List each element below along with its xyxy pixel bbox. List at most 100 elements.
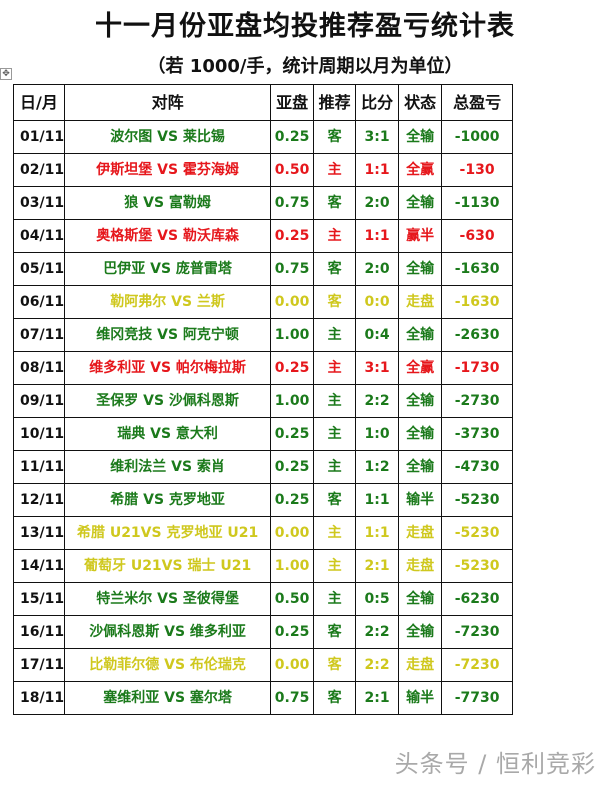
table-row: 13/11 希腊 U21VS 克罗地亚 U21 0.00 主 1:1 走盘 -5230 xyxy=(12,516,514,550)
pick-cell: 主 xyxy=(313,516,357,550)
score-cell: 1:1 xyxy=(355,483,400,517)
score-cell: 1:2 xyxy=(355,450,400,484)
date-cell: 02/11 xyxy=(12,153,66,187)
date-cell: 08/11 xyxy=(12,351,66,385)
header-date: 日/月 xyxy=(12,84,66,121)
line-cell: 0.25 xyxy=(270,351,315,385)
status-cell: 全输 xyxy=(398,450,443,484)
status-cell: 全输 xyxy=(398,120,443,154)
line-cell: 0.75 xyxy=(270,681,315,715)
line-cell: 0.00 xyxy=(270,516,315,550)
date-cell: 13/11 xyxy=(12,516,66,550)
line-cell: 0.25 xyxy=(270,219,315,253)
match-cell: 巴伊亚 VS 庞普雷塔 xyxy=(64,252,272,286)
score-cell: 1:1 xyxy=(355,153,400,187)
line-cell: 0.75 xyxy=(270,186,315,220)
total-cell: -1730 xyxy=(441,351,514,385)
status-cell: 全赢 xyxy=(398,351,443,385)
match-cell: 特兰米尔 VS 圣彼得堡 xyxy=(64,582,272,616)
table-row: 15/11 特兰米尔 VS 圣彼得堡 0.50 主 0:5 全输 -6230 xyxy=(12,582,514,616)
score-cell: 3:1 xyxy=(355,120,400,154)
match-cell: 狼 VS 富勒姆 xyxy=(64,186,272,220)
date-cell: 12/11 xyxy=(12,483,66,517)
score-cell: 2:2 xyxy=(355,615,400,649)
pick-cell: 主 xyxy=(313,582,357,616)
match-cell: 伊斯坦堡 VS 霍芬海姆 xyxy=(64,153,272,187)
score-cell: 0:0 xyxy=(355,285,400,319)
status-cell: 全输 xyxy=(398,384,443,418)
score-cell: 3:1 xyxy=(355,351,400,385)
status-cell: 全输 xyxy=(398,582,443,616)
pick-cell: 客 xyxy=(313,483,357,517)
subtitle: （若 1000/手，统计周期以月为单位） xyxy=(147,56,463,77)
date-cell: 17/11 xyxy=(12,648,66,682)
total-cell: -130 xyxy=(441,153,514,187)
pick-cell: 客 xyxy=(313,186,357,220)
status-cell: 全输 xyxy=(398,318,443,352)
match-cell: 沙佩科恩斯 VS 维多利亚 xyxy=(64,615,272,649)
score-cell: 1:1 xyxy=(355,219,400,253)
pick-cell: 主 xyxy=(313,153,357,187)
stats-table: 日/月 对阵 亚盘 推荐 比分 状态 总盈亏 01/11 波尔图 VS 莱比锡 0.… xyxy=(12,84,514,715)
pick-cell: 客 xyxy=(313,681,357,715)
score-cell: 0:5 xyxy=(355,582,400,616)
table-row: 17/11 比勒菲尔德 VS 布伦瑞克 0.00 客 2:2 走盘 -7230 xyxy=(12,648,514,682)
table-move-handle-icon[interactable]: ✥ xyxy=(0,68,12,80)
pick-cell: 客 xyxy=(313,252,357,286)
date-cell: 10/11 xyxy=(12,417,66,451)
page-title: 十一月份亚盘均投推荐盈亏统计表 xyxy=(95,11,515,42)
status-cell: 走盘 xyxy=(398,549,443,583)
score-cell: 2:2 xyxy=(355,384,400,418)
line-cell: 0.25 xyxy=(270,615,315,649)
score-cell: 1:0 xyxy=(355,417,400,451)
table-row: 06/11 勒阿弗尔 VS 兰斯 0.00 客 0:0 走盘 -1630 xyxy=(12,285,514,319)
pick-cell: 主 xyxy=(313,219,357,253)
score-cell: 2:1 xyxy=(355,549,400,583)
pick-cell: 主 xyxy=(313,417,357,451)
status-cell: 全输 xyxy=(398,186,443,220)
date-cell: 06/11 xyxy=(12,285,66,319)
total-cell: -7730 xyxy=(441,681,514,715)
score-cell: 2:1 xyxy=(355,681,400,715)
table-row: 04/11 奥格斯堡 VS 勒沃库森 0.25 主 1:1 赢半 -630 xyxy=(12,219,514,253)
header-total: 总盈亏 xyxy=(441,84,514,121)
date-cell: 05/11 xyxy=(12,252,66,286)
total-cell: -5230 xyxy=(441,483,514,517)
status-cell: 全输 xyxy=(398,417,443,451)
match-cell: 勒阿弗尔 VS 兰斯 xyxy=(64,285,272,319)
status-cell: 走盘 xyxy=(398,285,443,319)
date-cell: 01/11 xyxy=(12,120,66,154)
match-cell: 波尔图 VS 莱比锡 xyxy=(64,120,272,154)
total-cell: -1130 xyxy=(441,186,514,220)
status-cell: 输半 xyxy=(398,681,443,715)
line-cell: 0.75 xyxy=(270,252,315,286)
table-row: 01/11 波尔图 VS 莱比锡 0.25 客 3:1 全输 -1000 xyxy=(12,120,514,154)
line-cell: 0.00 xyxy=(270,648,315,682)
table-row: 09/11 圣保罗 VS 沙佩科恩斯 1.00 主 2:2 全输 -2730 xyxy=(12,384,514,418)
line-cell: 1.00 xyxy=(270,384,315,418)
total-cell: -2730 xyxy=(441,384,514,418)
pick-cell: 主 xyxy=(313,450,357,484)
status-cell: 赢半 xyxy=(398,219,443,253)
status-cell: 全输 xyxy=(398,615,443,649)
line-cell: 0.25 xyxy=(270,450,315,484)
pick-cell: 主 xyxy=(313,318,357,352)
match-cell: 维冈竞技 VS 阿克宁顿 xyxy=(64,318,272,352)
pick-cell: 客 xyxy=(313,648,357,682)
match-cell: 葡萄牙 U21VS 瑞士 U21 xyxy=(64,549,272,583)
date-cell: 18/11 xyxy=(12,681,66,715)
table-row: 10/11 瑞典 VS 意大利 0.25 主 1:0 全输 -3730 xyxy=(12,417,514,451)
date-cell: 04/11 xyxy=(12,219,66,253)
match-cell: 比勒菲尔德 VS 布伦瑞克 xyxy=(64,648,272,682)
date-cell: 11/11 xyxy=(12,450,66,484)
date-cell: 15/11 xyxy=(12,582,66,616)
status-cell: 输半 xyxy=(398,483,443,517)
pick-cell: 主 xyxy=(313,351,357,385)
date-cell: 07/11 xyxy=(12,318,66,352)
pick-cell: 主 xyxy=(313,384,357,418)
total-cell: -630 xyxy=(441,219,514,253)
pick-cell: 客 xyxy=(313,285,357,319)
total-cell: -1630 xyxy=(441,285,514,319)
table-row: 18/11 塞维利亚 VS 塞尔塔 0.75 客 2:1 输半 -7730 xyxy=(12,681,514,715)
table-row: 12/11 希腊 VS 克罗地亚 0.25 客 1:1 输半 -5230 xyxy=(12,483,514,517)
